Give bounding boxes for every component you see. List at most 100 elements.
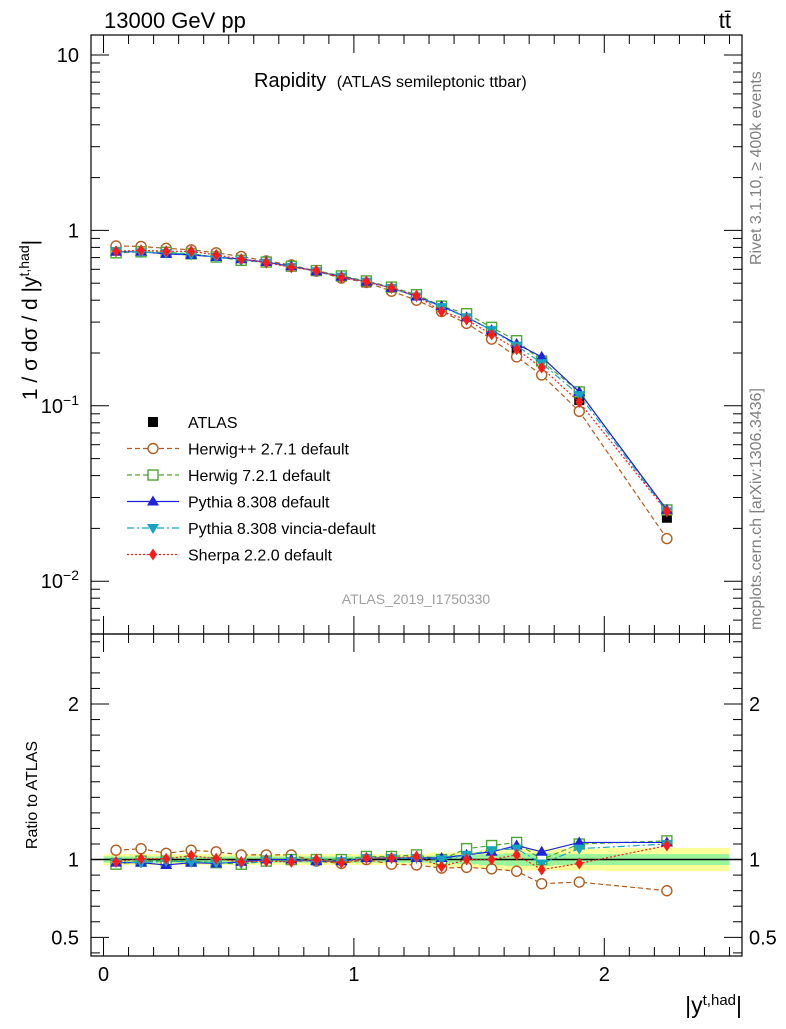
legend-entry-vincia: Pythia 8.308 vincia-default [127,521,376,538]
data-point-diamond [312,853,321,866]
data-point-triangle-up [535,845,548,856]
data-point-diamond [387,852,396,864]
data-point-diamond [537,361,546,374]
data-point-diamond [487,853,496,866]
data-point-diamond [212,852,221,865]
plot-title-sub: (ATLAS semileptonic ttbar) [337,74,527,91]
data-point-diamond [512,343,521,356]
data-point-diamond [187,849,196,862]
data-point-triangle-up [573,836,586,847]
data-point-square [148,417,158,427]
data-point-circle [535,877,548,890]
data-point-square [661,512,672,523]
legend-label: ATLAS [188,415,238,432]
ratio-frame [90,633,743,957]
data-point-triangle-up [535,350,548,361]
mcplots-label: mcplots.cern.ch [arXiv:1306.3436] [748,388,765,630]
data-point-diamond [462,313,471,326]
data-point-diamond [662,505,671,518]
data-point-diamond [237,855,246,868]
series-line-vincia [116,843,667,865]
data-point-triangle-down [147,524,159,534]
legend-entry-herwig7: Herwig 7.2.1 default [127,468,331,485]
ratio-panel-series [110,835,673,897]
legend-label: Sherpa 2.2.0 default [188,548,333,565]
data-point-diamond [212,248,221,261]
legend-entry-herwigpp: Herwig++ 2.7.1 default [127,442,350,459]
analysis-id-label: ATLAS_2019_I1750330 [342,591,491,607]
data-point-circle [661,532,673,545]
x-tick-label: 1 [348,964,359,986]
data-point-diamond [437,860,446,873]
main-y-axis-label: 1 / σ dσ / d |yt,had| [16,240,42,400]
data-point-diamond [662,839,671,852]
data-point-circle [510,865,523,877]
header-process-label: tt̄ [719,8,731,33]
data-point-triangle-down [185,857,198,868]
data-point-diamond [512,848,521,861]
data-point-diamond [387,281,396,294]
data-point-diamond [187,245,196,258]
plot-title: Rapidity (ATLAS semileptonic ttbar) [254,70,527,92]
data-point-diamond [137,244,146,257]
legend-entry-pythia: Pythia 8.308 default [127,495,330,512]
data-point-diamond [362,275,371,288]
x-tick-label: 2 [599,964,610,986]
data-point-diamond [262,855,271,868]
data-point-diamond [137,852,146,865]
series-sherpa [112,244,671,518]
y-tick-label: 0.5 [749,927,777,949]
data-point-circle [661,884,673,897]
data-point-diamond [312,264,321,277]
legend-entry-atlas: ATLAS [148,415,238,432]
data-point-diamond [112,245,121,258]
data-point-diamond [112,855,121,868]
data-point-diamond [237,253,246,266]
y-tick-label: 10−2 [41,567,79,593]
data-point-diamond [575,396,584,409]
data-point-diamond [362,852,371,864]
legend-entry-sherpa: Sherpa 2.2.0 default [127,548,333,565]
plot-title-main: Rapidity [254,70,326,92]
data-point-diamond [412,850,421,863]
data-point-triangle-up [147,495,159,506]
legend-label: Herwig++ 2.7.1 default [188,442,350,459]
legend-label: Herwig 7.2.1 default [188,468,331,485]
data-point-diamond [537,863,546,876]
data-point-diamond [162,852,171,865]
y-tick-label: 1 [749,850,760,872]
legend-label: Pythia 8.308 default [188,495,330,512]
data-point-circle [147,442,159,455]
y-tick-label: 10−1 [41,392,79,418]
y-tick-label: 2 [68,694,79,716]
data-point-diamond [337,856,346,869]
y-tick-label: 0.5 [51,927,79,949]
legend-label: Pythia 8.308 vincia-default [188,521,376,538]
legend: ATLAS Herwig++ 2.7.1 default Herwig 7.2.1 … [127,415,376,565]
series-sherpa [112,839,671,876]
data-point-triangle-down [573,844,586,855]
data-point-diamond [287,855,296,868]
y-tick-label: 2 [749,694,760,716]
data-point-diamond [462,853,471,866]
data-point-diamond [262,256,271,269]
data-point-diamond [337,271,346,284]
ratio-panel-axes: 0 1 2 0.5 0.5 1 1 2 2 [51,633,777,986]
data-point-diamond [575,857,584,870]
data-point-circle [573,876,585,888]
data-point-circle [110,844,122,856]
data-point-diamond [287,261,296,274]
data-point-open-square [147,469,159,481]
data-point-triangle-down [485,846,498,857]
data-point-circle [135,842,147,855]
data-point-diamond [437,305,446,318]
data-point-diamond [412,289,421,302]
series-line-sherpa [115,844,668,871]
data-point-diamond [149,548,157,561]
y-tick-label: 1 [68,850,79,872]
x-tick-label: 0 [98,964,109,986]
y-tick-label: 10 [57,45,79,67]
rivet-version-label: Rivet 3.1.10, ≥ 400k events [748,71,765,265]
